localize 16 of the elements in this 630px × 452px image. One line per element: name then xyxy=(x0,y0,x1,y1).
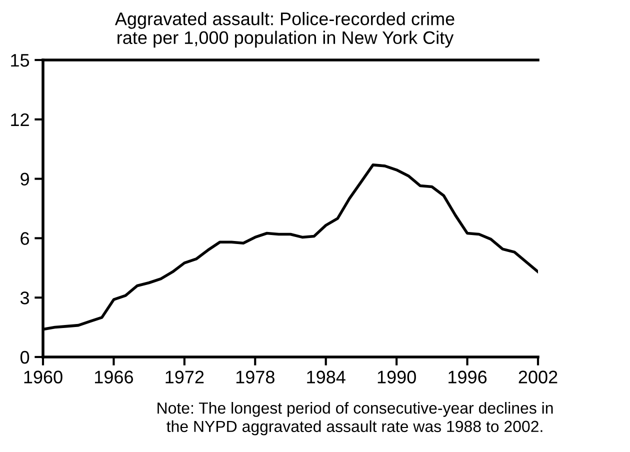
y-tick-label: 0 xyxy=(20,350,30,364)
x-tick-label: 1978 xyxy=(236,370,274,384)
y-tick-label: 15 xyxy=(11,54,30,67)
y-tick-label: 9 xyxy=(20,172,29,186)
y-tick-label: 12 xyxy=(11,113,29,126)
x-tick-label: 1972 xyxy=(166,370,204,384)
x-tick-label: 1996 xyxy=(448,370,487,384)
x-tick-label: 1960 xyxy=(24,370,62,384)
chart-title: Aggravated assault: Police-recorded crime rate per 1,000 population in New York City xyxy=(114,12,454,48)
y-tick-label: 3 xyxy=(20,292,30,304)
x-tick-label: 1966 xyxy=(95,370,134,384)
text: Note: The longest period of consecutive-year declines in the NYPD aggravated assault rate was 1988 to 2002. xyxy=(158,402,553,436)
x-tick-label: 1984 xyxy=(307,370,346,384)
x-tick-label: 2002 xyxy=(518,370,558,384)
y-tick-label: 6 xyxy=(20,232,30,245)
x-tick-label: 1990 xyxy=(378,370,416,384)
